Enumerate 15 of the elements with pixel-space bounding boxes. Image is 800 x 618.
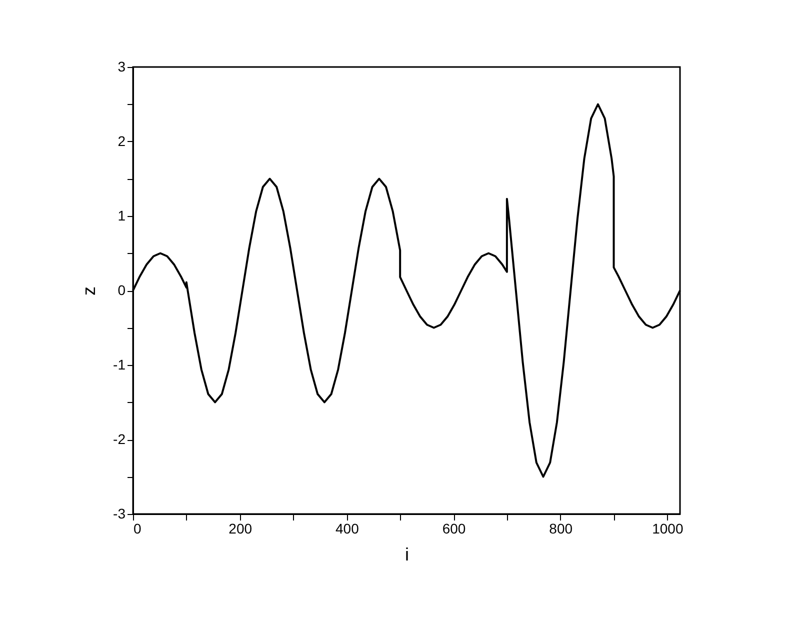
y-tick-label: -3 <box>113 506 126 522</box>
y-tick-label: 2 <box>118 133 126 149</box>
y-tick-label: 0 <box>118 282 126 298</box>
y-axis-title: z <box>79 286 100 296</box>
x-axis-title: i <box>405 544 409 564</box>
y-tick-label: 3 <box>118 58 126 74</box>
x-tick-label: 400 <box>335 520 360 536</box>
x-tick-label: 200 <box>228 520 252 536</box>
y-tick-label: -1 <box>113 356 126 372</box>
x-tick-label: 800 <box>549 520 573 536</box>
x-tick-label: 600 <box>442 520 466 536</box>
y-tick-label: -2 <box>113 431 126 447</box>
x-tick-label: 1000 <box>652 520 684 536</box>
y-tick-label: 1 <box>118 208 126 224</box>
x-tick-label: 0 <box>134 520 142 536</box>
